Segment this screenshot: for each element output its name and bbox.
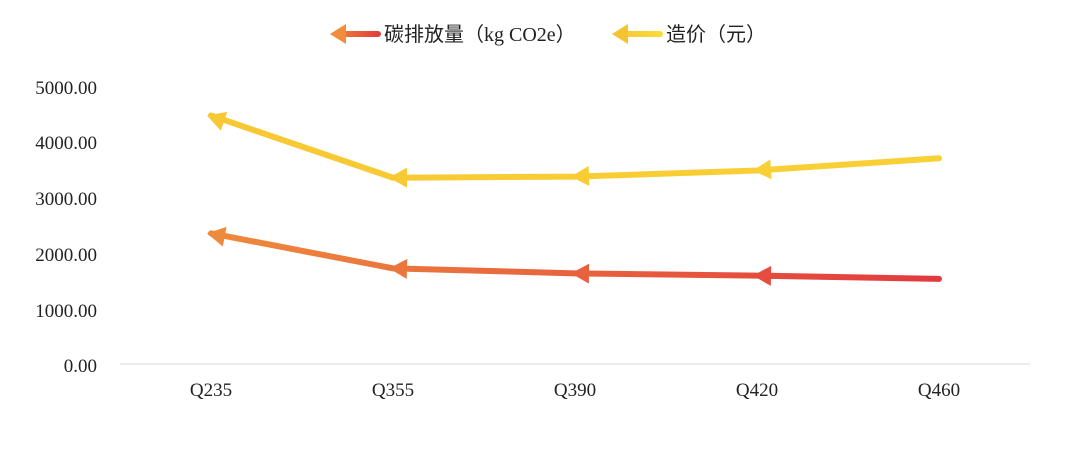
legend: 碳排放量（kg CO2e） 造价（元） bbox=[330, 23, 766, 46]
x-tick-label: Q235 bbox=[190, 380, 232, 401]
data-point-cost[interactable] bbox=[204, 106, 228, 131]
legend-arrowhead-carbon bbox=[330, 24, 346, 44]
legend-label-carbon: 碳排放量（kg CO2e） bbox=[384, 23, 576, 46]
y-axis: 0.00 1000.00 2000.00 3000.00 4000.00 500… bbox=[35, 78, 97, 377]
legend-item-cost[interactable]: 造价（元） bbox=[612, 23, 766, 46]
x-axis: Q235 Q355 Q390 Q420 Q460 bbox=[190, 380, 960, 401]
data-point-carbon[interactable] bbox=[389, 258, 408, 279]
x-tick-label: Q460 bbox=[918, 380, 960, 401]
plot-area bbox=[204, 106, 942, 286]
legend-item-carbon[interactable]: 碳排放量（kg CO2e） bbox=[330, 23, 576, 46]
y-tick-label: 1000.00 bbox=[35, 301, 97, 322]
data-point-cost[interactable] bbox=[571, 166, 590, 187]
legend-arrowhead-cost bbox=[612, 24, 628, 44]
data-point-cost[interactable] bbox=[752, 159, 772, 180]
y-tick-label: 4000.00 bbox=[35, 133, 97, 154]
x-tick-label: Q390 bbox=[554, 380, 596, 401]
data-point-carbon[interactable] bbox=[205, 224, 227, 247]
y-tick-label: 5000.00 bbox=[35, 78, 97, 99]
legend-label-cost: 造价（元） bbox=[666, 23, 766, 46]
data-point-cost[interactable] bbox=[389, 167, 408, 188]
series-line-cost bbox=[208, 112, 942, 181]
y-tick-label: 2000.00 bbox=[35, 245, 97, 266]
data-point-carbon[interactable] bbox=[571, 263, 590, 284]
y-tick-label: 3000.00 bbox=[35, 189, 97, 210]
x-tick-label: Q355 bbox=[372, 380, 414, 401]
y-tick-label: 0.00 bbox=[64, 356, 97, 377]
data-point-carbon[interactable] bbox=[753, 265, 772, 286]
x-tick-label: Q420 bbox=[736, 380, 778, 401]
